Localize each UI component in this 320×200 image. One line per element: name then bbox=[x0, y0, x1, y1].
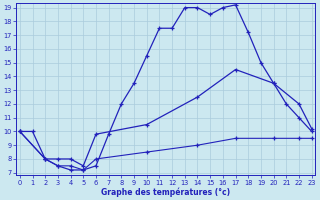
X-axis label: Graphe des températures (°c): Graphe des températures (°c) bbox=[101, 187, 230, 197]
